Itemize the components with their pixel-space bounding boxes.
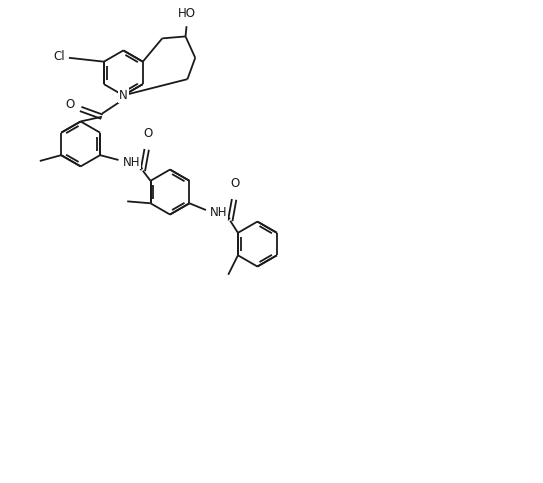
Text: NH: NH: [123, 156, 140, 169]
Text: HO: HO: [178, 7, 195, 20]
Text: O: O: [65, 99, 74, 112]
Text: N: N: [119, 89, 128, 102]
Text: Cl: Cl: [53, 50, 65, 63]
Text: NH: NH: [210, 206, 228, 219]
Text: O: O: [231, 177, 240, 190]
Text: O: O: [143, 127, 153, 140]
